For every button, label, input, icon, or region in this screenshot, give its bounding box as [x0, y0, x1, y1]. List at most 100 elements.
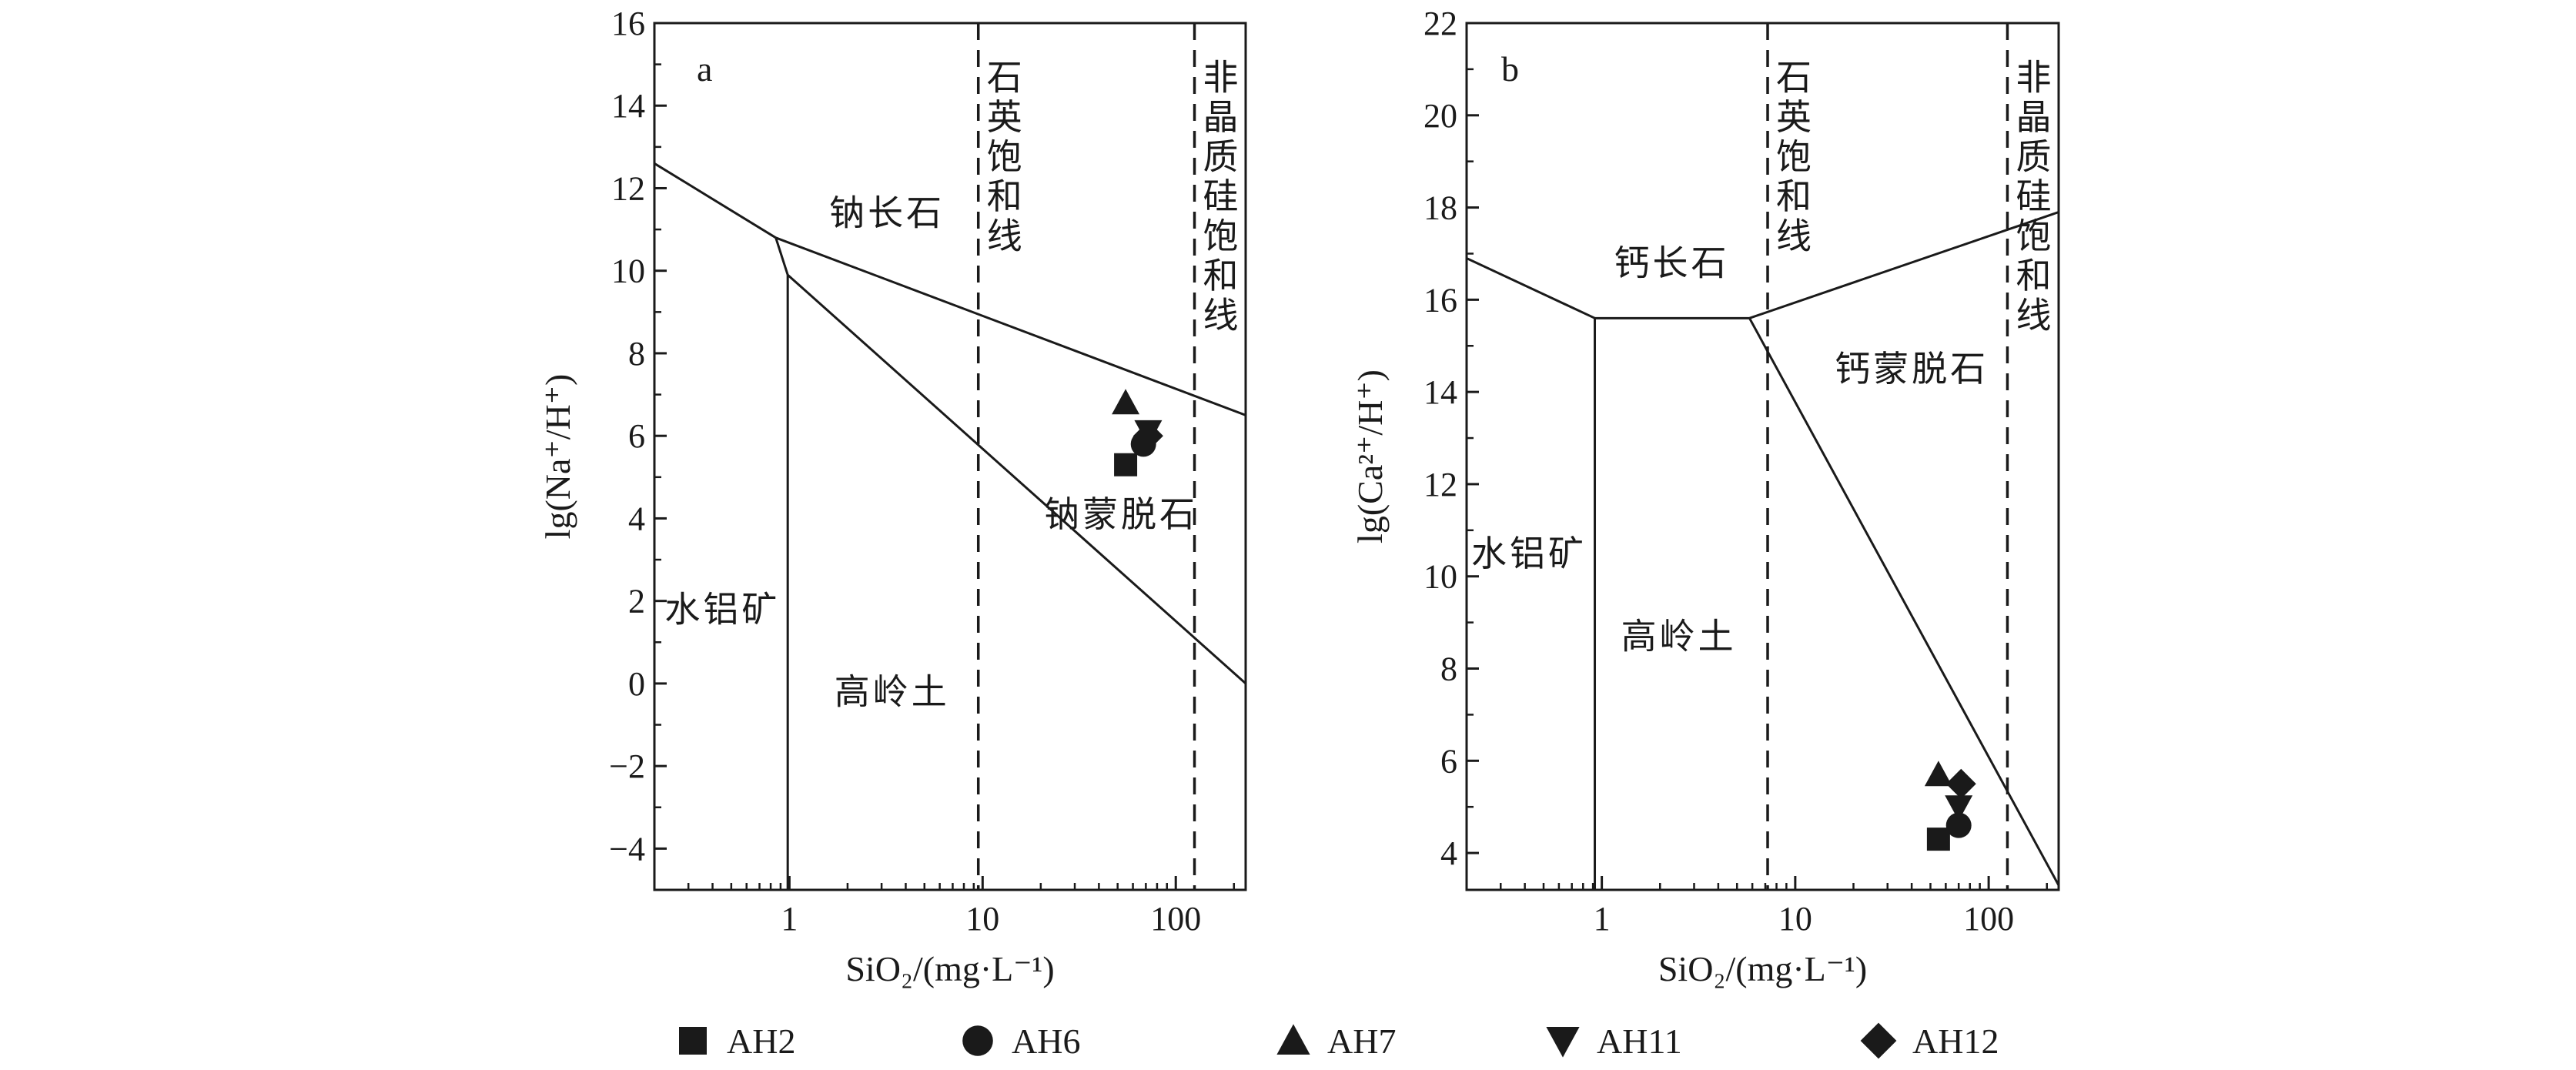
- saturation-label-char: 晶: [1203, 98, 1239, 137]
- plot-frame: [1465, 22, 2060, 891]
- legend-marker-ah2: [679, 1027, 707, 1055]
- y-tick-label: 8: [628, 335, 645, 373]
- y-tick-label: 16: [1423, 281, 1457, 319]
- stability-boundary-line: [654, 162, 777, 239]
- saturation-label-char: 线: [2016, 296, 2051, 336]
- data-point-ah7: [1112, 389, 1140, 415]
- y-tick-label: 14: [1423, 373, 1457, 411]
- saturation-label-char: 非: [2016, 58, 2051, 97]
- field-label: 水铝矿: [664, 590, 780, 629]
- y-tick-label: 8: [1440, 650, 1457, 688]
- y-axis-label: lg(Ca²⁺/H⁺): [1350, 369, 1390, 543]
- saturation-label-char: 饱: [1776, 137, 1812, 176]
- panel-label: b: [1501, 49, 1519, 89]
- plot-area: [654, 23, 1246, 890]
- saturation-label-char: 线: [1203, 296, 1239, 336]
- data-point-ah11: [1945, 795, 1973, 821]
- legend-label: AH6: [1012, 1022, 1080, 1061]
- saturation-line-label: 石英饱和线: [987, 58, 1022, 256]
- y-tick-label: 18: [1423, 189, 1457, 227]
- field-label: 高岭土: [835, 673, 950, 712]
- legend-label: AH11: [1597, 1022, 1682, 1061]
- data-point-ah7: [1924, 761, 1952, 787]
- x-tick-label: 10: [965, 900, 999, 938]
- plot-frame: [653, 22, 1247, 891]
- saturation-label-char: 英: [1776, 98, 1812, 137]
- y-tick-label: 10: [1423, 558, 1457, 596]
- saturation-label-char: 质: [1203, 137, 1239, 176]
- field-label: 钠蒙脱石: [1044, 495, 1198, 534]
- y-tick-label: 14: [611, 87, 645, 125]
- field-label: 高岭土: [1621, 617, 1737, 657]
- y-tick-label: 20: [1423, 97, 1457, 135]
- saturation-label-char: 饱: [1203, 216, 1239, 256]
- saturation-label-char: 石: [1776, 58, 1812, 97]
- y-tick-label: −4: [609, 830, 645, 868]
- y-tick-label: 12: [611, 169, 645, 207]
- x-tick-label: 100: [1150, 900, 1201, 938]
- legend-marker-ah7: [1276, 1024, 1310, 1055]
- plot-area: [1467, 23, 2059, 890]
- saturation-label-char: 硅: [1203, 177, 1239, 216]
- saturation-line-label: 非晶质硅饱和线: [2016, 58, 2051, 335]
- saturation-label-char: 硅: [2016, 177, 2051, 216]
- y-tick-label: 12: [1423, 466, 1457, 503]
- field-label: 水铝矿: [1471, 534, 1587, 573]
- saturation-label-char: 石: [987, 58, 1022, 97]
- saturation-label-char: 饱: [987, 137, 1022, 176]
- saturation-line-label: 石英饱和线: [1776, 58, 1812, 256]
- y-tick-label: 4: [628, 500, 645, 537]
- y-tick-label: 16: [611, 5, 645, 42]
- field-label: 钠长石: [829, 194, 945, 233]
- stability-boundary-line: [1467, 257, 1596, 319]
- legend: AH2 AH6 AH7 AH11 AH12: [679, 1022, 1999, 1061]
- saturation-label-char: 和: [987, 177, 1022, 216]
- stability-boundary-line: [774, 237, 789, 276]
- x-tick-label: 1: [1594, 900, 1611, 938]
- stability-boundary-line: [1748, 211, 2059, 319]
- data-point-ah2: [1114, 453, 1138, 476]
- y-tick-label: −2: [609, 747, 645, 785]
- field-label: 钙长石: [1614, 243, 1730, 283]
- y-tick-label: 6: [628, 417, 645, 455]
- saturation-label-char: 质: [2016, 137, 2051, 176]
- field-label: 钙蒙脱石: [1835, 349, 1989, 389]
- x-tick-label: 1: [781, 900, 798, 938]
- data-point-ah12: [1132, 420, 1163, 451]
- saturation-label-char: 英: [987, 98, 1022, 137]
- saturation-label-char: 线: [1776, 216, 1812, 256]
- y-tick-label: 4: [1440, 834, 1457, 872]
- y-tick-label: 10: [611, 252, 645, 290]
- saturation-line-label: 非晶质硅饱和线: [1203, 58, 1239, 335]
- x-tick-label: 100: [1963, 900, 2014, 938]
- y-tick-label: 0: [628, 665, 645, 703]
- legend-marker-ah6: [962, 1025, 993, 1056]
- saturation-label-char: 线: [987, 216, 1022, 256]
- data-point-ah12: [1945, 768, 1976, 799]
- panel-label: a: [697, 49, 712, 89]
- stability-boundary-line: [1748, 317, 2059, 886]
- y-tick-label: 2: [628, 583, 645, 620]
- y-tick-label: 22: [1423, 5, 1457, 42]
- data-point-ah2: [1926, 828, 1950, 851]
- saturation-label-char: 饱: [2016, 216, 2051, 256]
- saturation-label-char: 晶: [2016, 98, 2051, 137]
- y-tick-label: 6: [1440, 742, 1457, 780]
- x-axis-label: SiO₂/(mg·L⁻¹): [845, 949, 1054, 988]
- saturation-label-char: 和: [1203, 256, 1239, 296]
- data-point-ah6: [1945, 812, 1972, 838]
- legend-marker-ah12: [1860, 1022, 1897, 1059]
- x-tick-label: 10: [1778, 900, 1812, 938]
- saturation-label-char: 和: [1776, 177, 1812, 216]
- legend-marker-ah11: [1546, 1027, 1580, 1058]
- saturation-label-char: 非: [1203, 58, 1239, 97]
- saturation-label-char: 和: [2016, 256, 2051, 296]
- legend-label: AH12: [1912, 1022, 1999, 1061]
- x-axis-label: SiO₂/(mg·L⁻¹): [1658, 949, 1867, 988]
- y-axis-label: lg(Na⁺/H⁺): [538, 374, 577, 540]
- stability-boundary-line: [775, 236, 1246, 416]
- legend-label: AH2: [727, 1022, 795, 1061]
